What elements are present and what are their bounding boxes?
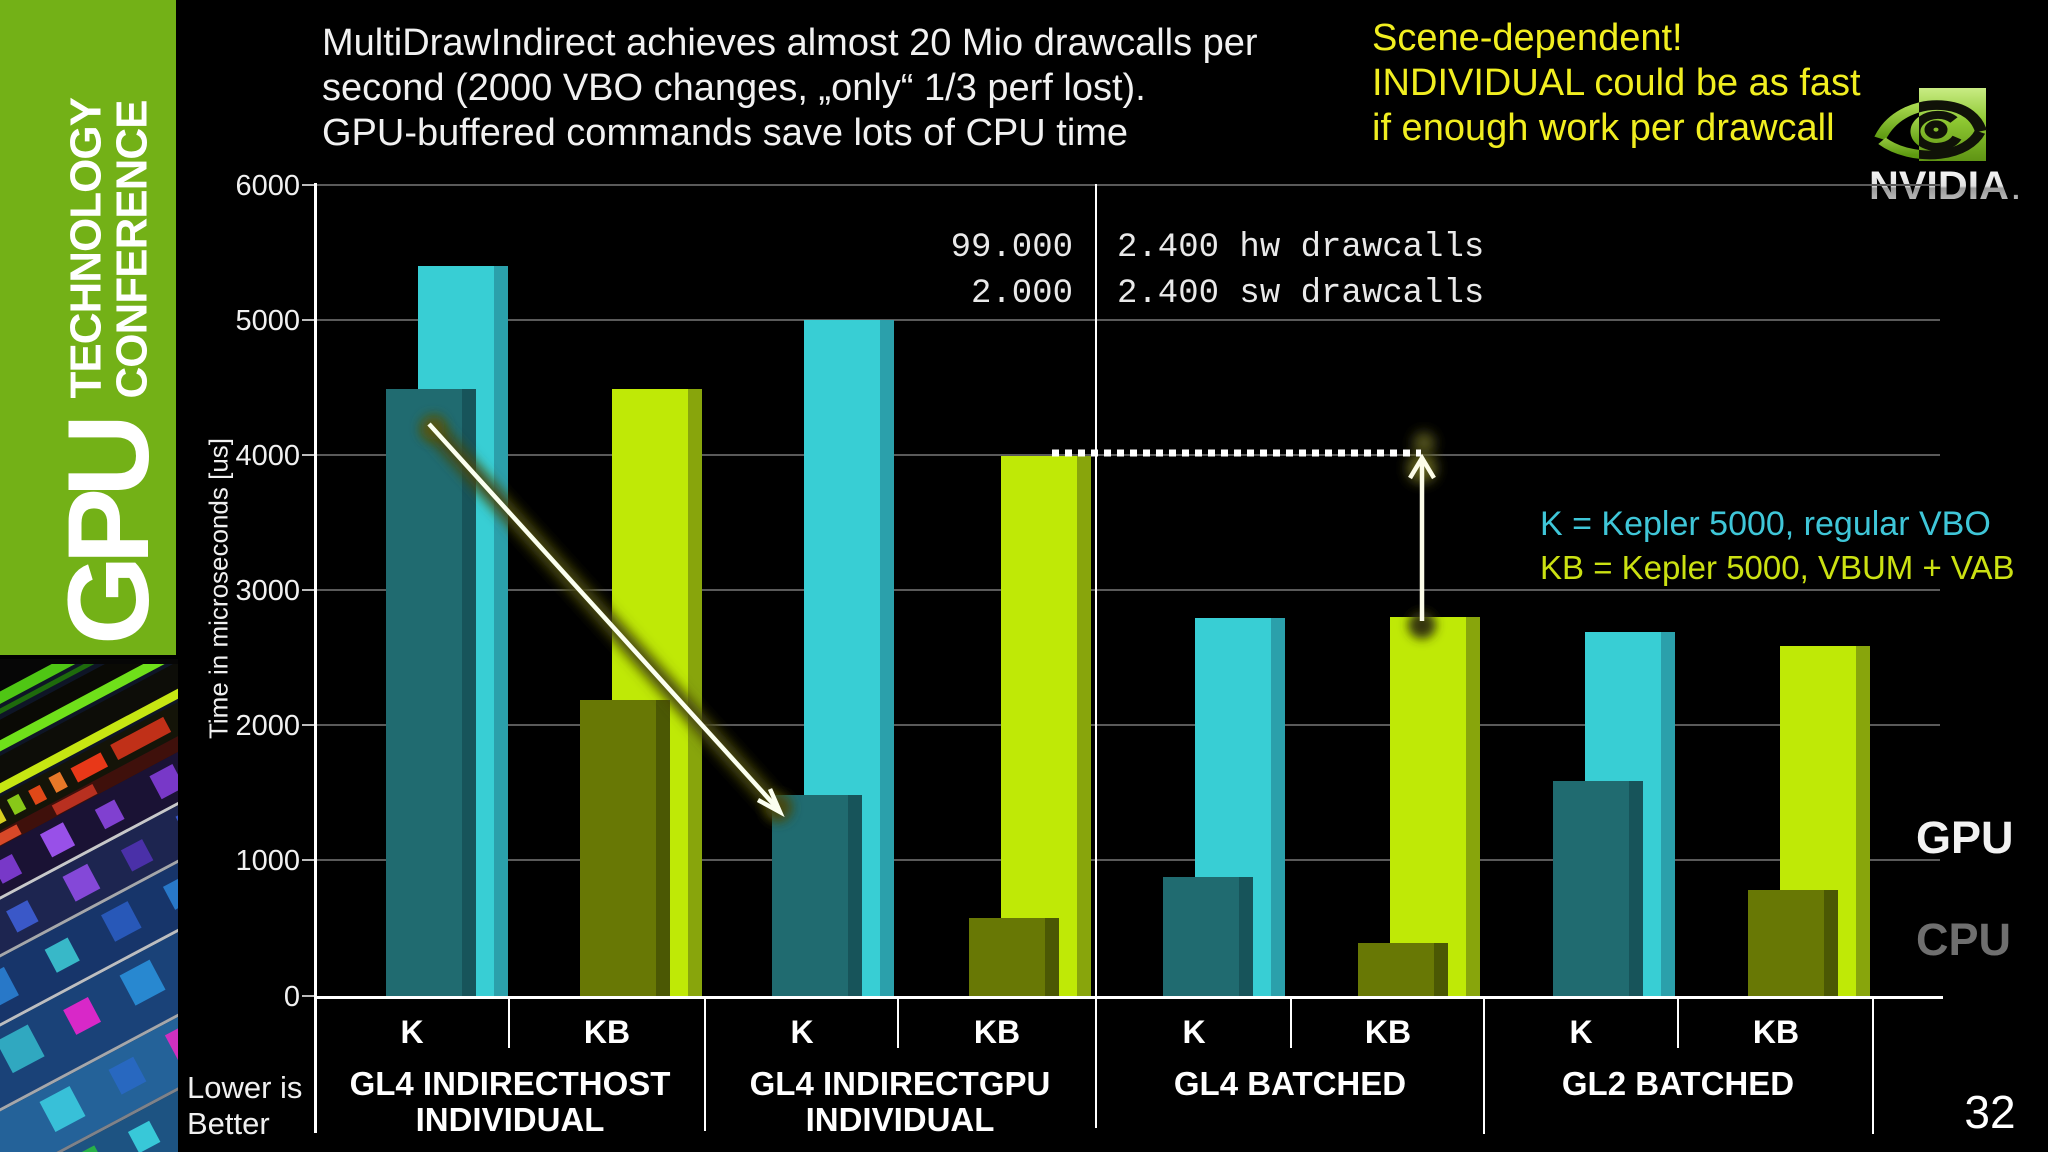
svg-text:NVIDIA: NVIDIA (1869, 164, 2009, 208)
svg-text:.: . (2012, 174, 2020, 205)
